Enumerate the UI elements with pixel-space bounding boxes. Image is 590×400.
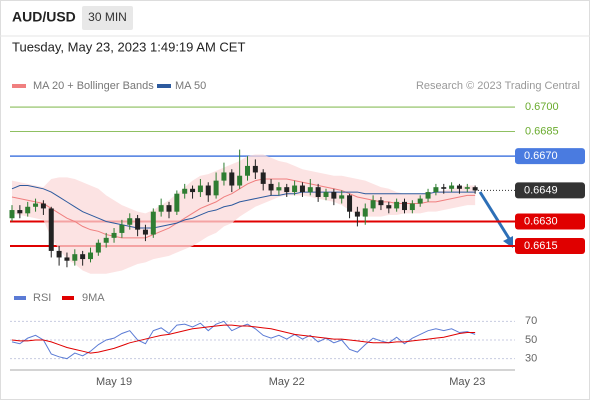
candle-body: [331, 192, 337, 199]
candle-body: [237, 175, 243, 186]
candle-body: [174, 193, 180, 212]
candle-body: [449, 185, 455, 189]
forecast-arrow: [478, 191, 512, 241]
candle-body: [339, 195, 345, 199]
level-label-box: [515, 213, 585, 230]
x-tick-label: May 19: [96, 376, 132, 388]
candle-body: [260, 172, 266, 184]
candle-body: [72, 254, 78, 261]
candle-body: [456, 185, 462, 189]
candle-body: [25, 206, 31, 214]
candle-body: [394, 201, 400, 209]
candle-body: [158, 205, 164, 212]
candle-body: [166, 205, 172, 212]
x-tick-label: May 23: [449, 376, 485, 388]
credit: Research © 2023 Trading Central: [416, 80, 580, 92]
indicator-line: [11, 324, 476, 354]
candle-body: [417, 198, 423, 204]
y-tick-label: 50: [525, 334, 537, 346]
candle-body: [80, 254, 86, 260]
candle-body: [127, 218, 133, 225]
moving-average: [11, 185, 476, 229]
y-tick-label: 30: [525, 353, 537, 365]
candle-body: [386, 205, 392, 209]
candle-body: [88, 252, 93, 260]
candle-body: [142, 229, 148, 235]
candle-body: [268, 183, 274, 191]
candle-body: [229, 172, 235, 186]
level-label-box: [515, 182, 585, 199]
legend-swatch: [12, 84, 26, 88]
legend-label: MA 50: [175, 80, 206, 92]
candle-body: [9, 210, 15, 219]
bollinger-band: [12, 154, 476, 274]
candle-body: [378, 200, 384, 206]
candle-body: [276, 187, 282, 191]
level-label-box: [515, 238, 585, 255]
candle-body: [464, 187, 470, 189]
candle-body: [48, 208, 54, 251]
candle-body: [135, 218, 141, 230]
candle-body: [347, 195, 353, 212]
candle-body: [433, 187, 439, 193]
candle-body: [197, 185, 203, 193]
level-label-box: [515, 148, 585, 165]
level-label: 0.6685: [525, 126, 559, 138]
candle-body: [323, 192, 329, 197]
candle-body: [307, 187, 313, 193]
candle-body: [17, 210, 23, 214]
legend-label: MA 20 + Bollinger Bands: [33, 80, 154, 92]
candle-body: [103, 237, 109, 243]
legend-label: 9MA: [82, 292, 105, 304]
candle-body: [111, 232, 117, 238]
candle-body: [472, 187, 478, 191]
legend-label: RSI: [33, 292, 51, 304]
candle-body: [315, 187, 321, 197]
candle-body: [354, 211, 360, 217]
candle-body: [182, 188, 188, 194]
candle-body: [252, 165, 258, 173]
candle-body: [95, 242, 101, 253]
candle-body: [370, 200, 376, 209]
candle-body: [40, 203, 46, 209]
x-tick-label: May 22: [269, 376, 305, 388]
candle-body: [441, 187, 447, 189]
candle-body: [221, 172, 227, 181]
candle-body: [425, 192, 431, 199]
candle-body: [213, 180, 219, 196]
timeframe-button[interactable]: [82, 6, 133, 30]
candle-body: [205, 185, 211, 196]
candle-body: [409, 203, 415, 211]
forecast-arrowhead: [503, 236, 513, 248]
candle-body: [33, 203, 39, 207]
y-tick-label: 70: [525, 315, 537, 327]
candle-body: [362, 208, 368, 217]
candle-body: [119, 224, 125, 233]
timeframe[interactable]: 30 MIN: [88, 10, 127, 24]
level-label: 0.6670: [524, 150, 558, 162]
level-label: 0.6615: [524, 240, 558, 252]
level-label: 0.6630: [524, 215, 558, 227]
candle-body: [284, 187, 290, 193]
legend-swatch: [62, 296, 74, 300]
level-label: 0.6649: [524, 184, 558, 196]
candle-body: [64, 257, 70, 261]
candle-body: [245, 165, 250, 176]
candle-body: [150, 211, 156, 235]
datetime: Tuesday, May 23, 2023 1:49:19 AM CET: [12, 39, 245, 54]
legend-swatch: [14, 296, 26, 300]
candle-body: [292, 185, 298, 193]
symbol: AUD/USD: [12, 9, 76, 25]
candle-body: [402, 201, 407, 211]
level-label: 0.6700: [525, 101, 559, 113]
candle-body: [190, 188, 196, 193]
legend-swatch: [157, 84, 171, 88]
candle-body: [56, 250, 62, 258]
candle-body: [299, 185, 305, 193]
